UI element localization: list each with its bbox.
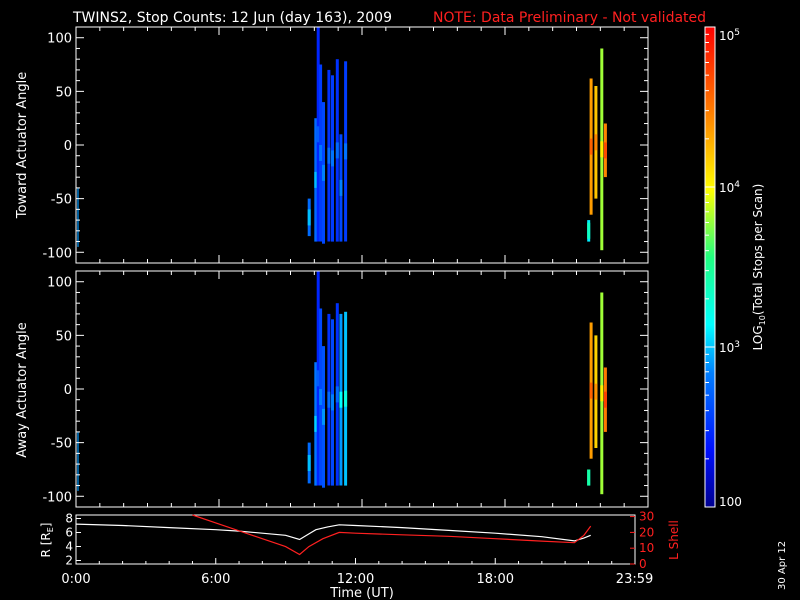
toward-burst-core-4 xyxy=(322,164,325,181)
away-burst-core-6 xyxy=(331,394,334,411)
away-burst-core-4 xyxy=(322,408,325,425)
toward-ytick-label-1: 50 xyxy=(55,85,72,100)
away-burst-core-2 xyxy=(316,370,320,387)
colorbar-tick-label-1: 103 xyxy=(719,340,740,355)
toward-y-axis-label: Toward Actuator Angle xyxy=(15,72,30,219)
away-ytick-label-0: 100 xyxy=(47,276,72,291)
toward-burst-core-8 xyxy=(339,179,343,196)
away-ytick-label-1: 50 xyxy=(55,329,72,344)
colorbar-gradient xyxy=(704,26,716,508)
away-ytick-label-3: -50 xyxy=(51,437,72,452)
away-burst-core-7 xyxy=(335,386,339,403)
r-ytick-label-3: 2 xyxy=(65,554,73,568)
toward-ytick-label-4: -100 xyxy=(42,246,72,261)
away-burst-core-0 xyxy=(307,455,311,471)
colorbar-ticks: 100 103 104 105 xyxy=(705,26,742,509)
orbit-panel-frame xyxy=(75,514,636,565)
toward-burst-core-11 xyxy=(589,138,593,155)
away-burst-core-12 xyxy=(594,383,598,400)
toward-burst-core-12 xyxy=(594,134,598,151)
away-burst-core-5 xyxy=(327,391,331,408)
toward-burst-core-10 xyxy=(587,222,591,239)
colorbar: 100 103 104 105 LOG10(Total Stops per Scan) xyxy=(704,26,767,509)
toward-burst-core-14 xyxy=(603,142,607,159)
time-axis-label: Time (UT) xyxy=(329,586,394,600)
away-panel-frame xyxy=(75,270,649,508)
r-ytick-label-2: 4 xyxy=(65,540,73,554)
time-xtick-label-0: 0:00 xyxy=(61,572,90,587)
toward-ytick-label-2: 0 xyxy=(64,139,72,154)
orbit-lshell-axis-label: L Shell xyxy=(667,520,681,560)
date-stamp: 30 Apr 12 xyxy=(777,541,788,590)
away-ytick-label-2: 0 xyxy=(64,383,72,398)
away-burst-core-1 xyxy=(314,415,318,432)
orbit-lines xyxy=(75,514,592,556)
toward-x-ticks xyxy=(75,27,649,263)
toward-burst-core-7 xyxy=(335,142,339,159)
time-x-axis: 0:00 6:00 12:00 18:00 23:59 xyxy=(61,558,653,587)
away-burst-core-10 xyxy=(587,469,591,486)
colorbar-label: LOG10(Total Stops per Scan) xyxy=(751,184,767,351)
toward-y-axis: 100 50 0 -50 -100 xyxy=(42,32,648,261)
toward-burst-core-1 xyxy=(314,171,318,188)
toward-heatmap xyxy=(77,27,607,251)
away-x-ticks xyxy=(75,271,649,507)
away-edge-streak xyxy=(77,431,79,491)
colorbar-tick-label-0: 100 xyxy=(719,495,742,509)
r-re-line xyxy=(75,523,591,542)
orbit-r-axis-label: R [RE] xyxy=(39,523,55,558)
time-xtick-label-3: 18:00 xyxy=(477,572,514,587)
toward-burst-core-0 xyxy=(307,209,311,226)
away-y-axis-label: Away Actuator Angle xyxy=(15,322,30,457)
away-burst-core-9 xyxy=(344,390,348,407)
toward-edge-streak xyxy=(77,187,79,247)
toward-burst-core-6 xyxy=(331,150,334,167)
time-xtick-label-1: 6:00 xyxy=(201,572,230,587)
lshell-ytick-label-2: 10 xyxy=(639,541,654,555)
toward-burst-core-13 xyxy=(600,141,604,158)
toward-ytick-label-0: 100 xyxy=(47,32,72,47)
toward-panel: 100 50 0 -50 -100 Toward Actuator Angle xyxy=(15,26,649,264)
away-ytick-label-4: -100 xyxy=(42,490,72,505)
preliminary-note: NOTE: Data Preliminary - Not validated xyxy=(433,10,706,26)
lshell-ytick-label-3: 0 xyxy=(639,557,647,571)
away-panel: 100 50 0 -50 -100 Away Actuator Angle xyxy=(15,270,649,508)
toward-burst-core-9 xyxy=(344,143,348,160)
toward-panel-frame xyxy=(75,26,649,264)
colorbar-tick-label-2: 104 xyxy=(719,180,740,195)
r-ytick-label-0: 8 xyxy=(65,512,73,526)
away-heatmap xyxy=(77,271,607,495)
toward-burst-core-3 xyxy=(319,145,323,161)
r-ytick-label-1: 6 xyxy=(65,526,73,540)
toward-ytick-label-3: -50 xyxy=(51,193,72,208)
toward-burst-core-2 xyxy=(316,126,320,143)
away-burst-core-11 xyxy=(589,382,593,399)
away-burst-core-8 xyxy=(339,391,343,408)
away-burst-core-13 xyxy=(600,385,604,402)
time-xtick-label-4: 23:59 xyxy=(616,572,653,587)
colorbar-tick-label-3: 105 xyxy=(719,28,740,43)
l-shell-line xyxy=(192,514,592,556)
away-burst-core-3 xyxy=(319,389,323,405)
lshell-ytick-label-1: 20 xyxy=(639,525,654,539)
toward-burst-core-5 xyxy=(327,147,331,164)
chart-title: TWINS2, Stop Counts: 12 Jun (day 163), 2… xyxy=(72,10,392,26)
away-burst-core-14 xyxy=(603,391,607,408)
lshell-ytick-label-0: 30 xyxy=(639,510,654,524)
away-y-axis: 100 50 0 -50 -100 xyxy=(42,276,648,505)
time-xtick-label-2: 12:00 xyxy=(337,572,374,587)
